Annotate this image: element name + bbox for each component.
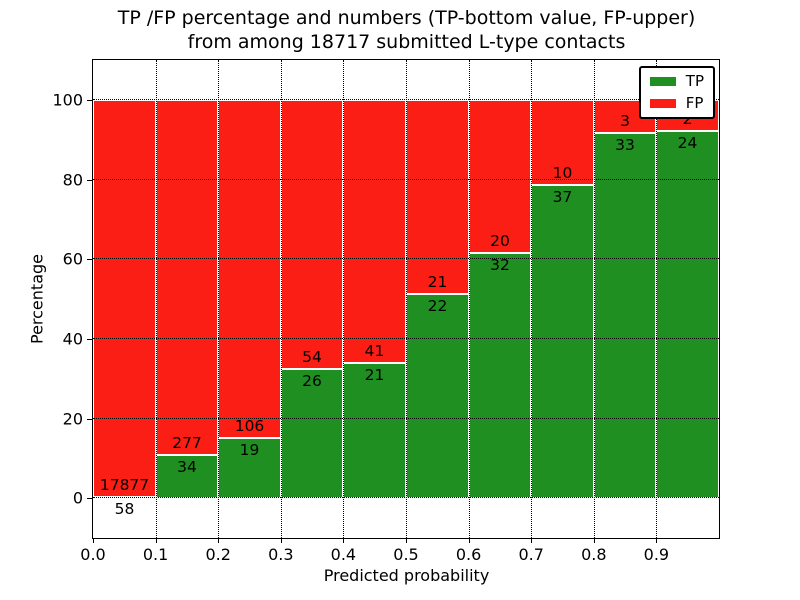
- fp-count-label: 10: [552, 163, 573, 182]
- bar-segment-tp: [343, 363, 406, 499]
- tp-count-label: 26: [302, 371, 322, 390]
- legend-label-fp: FP: [685, 94, 704, 112]
- y-tick-label: 100: [52, 90, 83, 110]
- legend: TP FP: [638, 66, 715, 119]
- bar-segment-tp: [281, 368, 343, 499]
- x-tick-mark: [656, 539, 657, 543]
- y-tick-mark: [87, 498, 92, 499]
- x-tick-mark: [594, 539, 595, 543]
- y-tick-mark: [87, 259, 92, 260]
- fp-count-label: 21: [427, 273, 448, 292]
- x-tick-label: 0.6: [455, 545, 482, 564]
- tp-count-label: 21: [364, 366, 385, 385]
- y-tick-label: 80: [62, 170, 83, 189]
- y-tick-mark: [87, 339, 92, 340]
- x-tick-mark: [156, 539, 157, 543]
- vertical-gridline: [343, 60, 344, 538]
- x-tick-label: 0.0: [80, 545, 106, 564]
- bar-segment-tp: [218, 437, 281, 499]
- fp-count-label: 54: [302, 347, 322, 366]
- x-tick-label: 0.9: [643, 545, 670, 564]
- grid-layer: [93, 60, 719, 538]
- fp-count-label: 17877: [99, 475, 150, 494]
- y-tick-label: 40: [62, 329, 83, 349]
- legend-item-tp: TP: [649, 72, 704, 90]
- x-tick-mark: [281, 539, 282, 543]
- bar-segment-tp: [656, 130, 719, 499]
- tp-count-label: 34: [177, 457, 197, 476]
- tp-count-label: 37: [552, 187, 573, 206]
- bar-segment-fp: [93, 99, 156, 497]
- bar-segment-tp: [531, 184, 594, 499]
- y-tick-mark: [87, 100, 92, 101]
- x-tick-mark: [469, 539, 470, 543]
- horizontal-gridline: [93, 258, 719, 260]
- bar-segment-fp: [406, 99, 469, 295]
- chart-title-line1: TP /FP percentage and numbers (TP-bottom…: [117, 7, 696, 29]
- vertical-gridline: [218, 60, 219, 538]
- legend-swatch-tp-icon: [649, 77, 676, 86]
- x-tick-mark: [406, 539, 407, 543]
- vertical-gridline: [469, 60, 470, 538]
- fp-count-label: 3: [620, 112, 630, 130]
- x-tick-mark: [343, 539, 344, 543]
- vertical-gridline: [594, 60, 595, 538]
- y-tick-label: 20: [62, 409, 83, 428]
- x-tick-label: 0.4: [330, 545, 357, 564]
- x-tick-label: 0.7: [518, 545, 544, 564]
- x-tick-mark: [531, 539, 532, 543]
- tp-count-label: 22: [427, 297, 448, 316]
- x-tick-label: 0.3: [268, 545, 294, 564]
- fp-count-label: 20: [490, 232, 510, 250]
- y-tick-mark: [87, 180, 92, 181]
- bar-labels-layer: 17877 58 277 34 106 19 54 26 41 21 21 22 20 32 10 37 3 33…: [93, 60, 719, 538]
- fp-count-label: 41: [364, 342, 385, 361]
- x-tick-mark: [218, 539, 219, 543]
- tp-count-label: 33: [615, 136, 635, 154]
- bar-segment-fp: [156, 99, 218, 455]
- vertical-gridline: [281, 60, 282, 538]
- x-axis-label: Predicted probability: [323, 566, 490, 585]
- x-tick-label: 0.2: [205, 545, 231, 564]
- bar-segment-fp: [531, 99, 594, 185]
- horizontal-gridline: [93, 497, 719, 499]
- bars-layer: [93, 60, 719, 538]
- y-tick-mark: [87, 419, 92, 420]
- horizontal-gridline: [93, 178, 719, 180]
- horizontal-gridline: [93, 417, 719, 419]
- legend-item-fp: FP: [649, 94, 704, 112]
- tp-count-label: 19: [239, 440, 260, 459]
- vertical-gridline: [406, 60, 407, 538]
- horizontal-gridline: [93, 98, 719, 100]
- legend-label-tp: TP: [685, 72, 704, 90]
- bar-segment-fp: [469, 99, 531, 253]
- tp-count-label: 24: [677, 133, 698, 152]
- x-tick-label: 0.8: [581, 545, 607, 564]
- vertical-gridline: [156, 60, 157, 538]
- vertical-gridline: [531, 60, 532, 538]
- x-tick-label: 0.5: [393, 545, 419, 564]
- horizontal-gridline: [93, 337, 719, 339]
- bar-segment-fp: [343, 99, 406, 364]
- x-tick-mark: [93, 539, 94, 543]
- x-tick-label: 0.1: [142, 545, 169, 564]
- tp-count-label: 58: [114, 499, 135, 518]
- plot-area: 17877 58 277 34 106 19 54 26 41 21 21 22 20 32 10 37 3 33…: [92, 59, 720, 539]
- chart-title-line2: from among 18717 submitted L-type contac…: [187, 31, 626, 53]
- y-tick-label: 60: [62, 249, 83, 269]
- bar-segment-tp: [594, 133, 656, 499]
- chart-title: TP /FP percentage and numbers (TP-bottom…: [93, 6, 720, 54]
- tp-count-label: 32: [490, 256, 510, 274]
- bar-segment-fp: [281, 99, 343, 369]
- y-tick-label: 0: [72, 488, 83, 508]
- legend-swatch-fp-icon: [649, 99, 676, 108]
- fp-count-label: 277: [172, 433, 202, 452]
- vertical-gridline: [656, 60, 657, 538]
- fp-count-label: 106: [234, 416, 265, 435]
